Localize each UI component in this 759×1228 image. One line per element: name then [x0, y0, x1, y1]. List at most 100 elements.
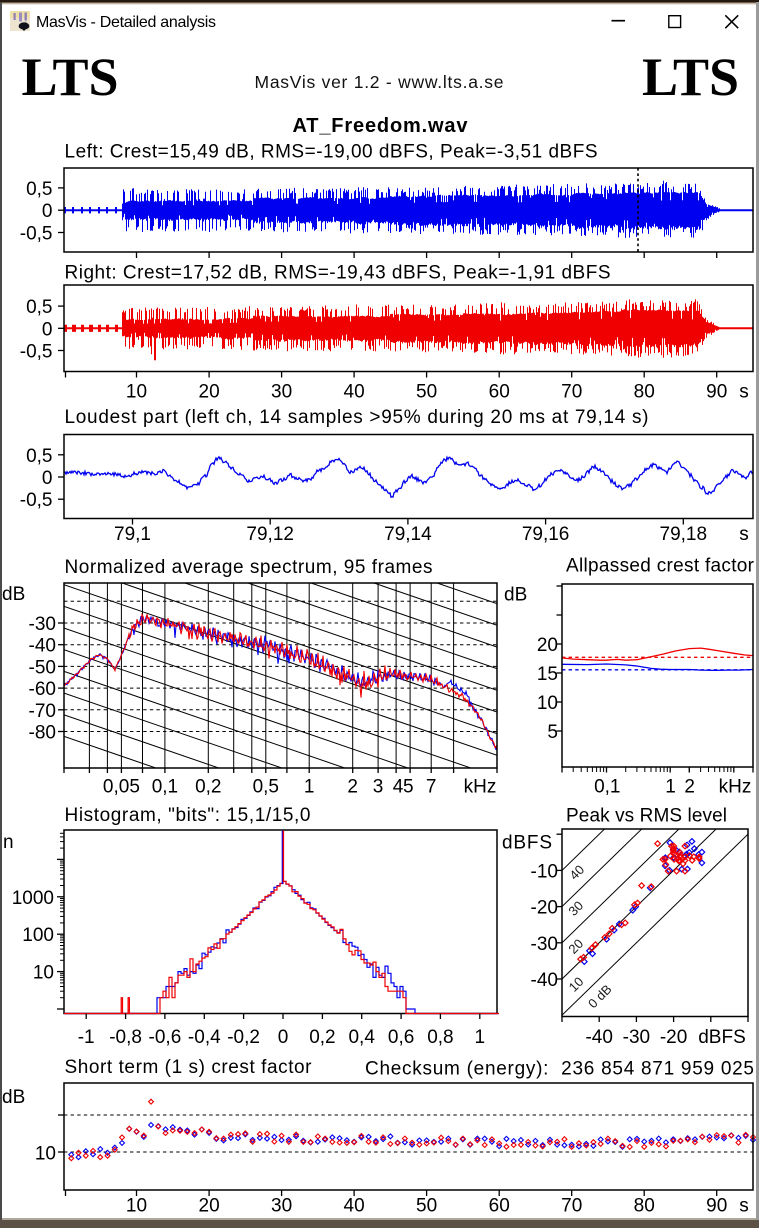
svg-text:1: 1	[665, 777, 676, 798]
svg-text:79,1: 79,1	[114, 524, 151, 545]
svg-text:90: 90	[706, 382, 727, 403]
svg-text:-40: -40	[531, 970, 558, 991]
svg-text:80: 80	[634, 1196, 655, 1217]
svg-text:Right: Crest=17,52 dB, RMS=-19: Right: Crest=17,52 dB, RMS=-19,43 dBFS, …	[65, 263, 611, 284]
svg-text:s: s	[739, 524, 749, 545]
svg-text:s: s	[739, 1196, 749, 1217]
svg-text:AT_Freedom.wav: AT_Freedom.wav	[293, 115, 469, 137]
svg-text:70: 70	[561, 382, 582, 403]
svg-text:-40: -40	[29, 636, 56, 657]
svg-text:30: 30	[271, 1196, 292, 1217]
svg-text:dB: dB	[2, 584, 25, 605]
svg-text:60: 60	[489, 1196, 510, 1217]
svg-text:-30: -30	[623, 1027, 650, 1048]
svg-text:0,6: 0,6	[388, 1027, 414, 1048]
svg-text:70: 70	[561, 1196, 582, 1217]
svg-text:0: 0	[278, 1027, 289, 1048]
svg-text:2: 2	[347, 777, 358, 798]
svg-text:0,2: 0,2	[309, 1027, 335, 1048]
svg-text:79,12: 79,12	[246, 524, 294, 545]
svg-text:5: 5	[547, 722, 558, 743]
svg-text:-20: -20	[660, 1027, 687, 1048]
svg-text:20: 20	[199, 382, 220, 403]
svg-text:10: 10	[35, 1144, 56, 1165]
svg-text:Short term (1 s) crest factor: Short term (1 s) crest factor	[65, 1057, 313, 1078]
svg-text:Normalized average spectrum, 9: Normalized average spectrum, 95 frames	[65, 557, 433, 578]
svg-text:0: 0	[42, 468, 53, 489]
svg-text:dB: dB	[504, 585, 527, 606]
svg-text:-0,6: -0,6	[149, 1027, 182, 1048]
svg-text:4: 4	[393, 777, 404, 798]
svg-text:30: 30	[271, 382, 292, 403]
svg-text:-60: -60	[29, 679, 56, 700]
svg-text:0,1: 0,1	[152, 777, 178, 798]
svg-text:-0,5: -0,5	[20, 490, 53, 511]
svg-text:40: 40	[344, 1196, 365, 1217]
svg-text:dBFS: dBFS	[502, 833, 552, 854]
svg-text:-10: -10	[531, 861, 558, 882]
svg-text:-30: -30	[29, 614, 56, 635]
svg-text:0,5: 0,5	[253, 777, 279, 798]
svg-text:-50: -50	[29, 657, 56, 678]
svg-text:5: 5	[403, 777, 414, 798]
svg-text:-0,5: -0,5	[20, 224, 53, 245]
svg-text:100: 100	[22, 925, 54, 946]
svg-text:dB: dB	[2, 1087, 25, 1108]
svg-text:-0,5: -0,5	[20, 342, 53, 363]
svg-text:kHz: kHz	[464, 777, 497, 798]
svg-text:0,5: 0,5	[26, 446, 52, 467]
svg-text:1: 1	[304, 777, 315, 798]
svg-text:-20: -20	[531, 898, 558, 919]
svg-text:kHz: kHz	[719, 777, 752, 798]
svg-text:Peak vs RMS level: Peak vs RMS level	[566, 806, 727, 827]
svg-text:-30: -30	[531, 934, 558, 955]
svg-text:50: 50	[416, 382, 437, 403]
svg-text:10: 10	[33, 963, 54, 984]
svg-text:-0,4: -0,4	[188, 1027, 221, 1048]
svg-text:10: 10	[537, 693, 558, 714]
svg-text:-40: -40	[585, 1027, 612, 1048]
svg-text:-0,2: -0,2	[227, 1027, 260, 1048]
svg-text:-1: -1	[78, 1027, 95, 1048]
svg-text:Checksum (energy): 236 854 87: Checksum (energy): 236 854 871 959 025	[365, 1059, 754, 1080]
svg-text:80: 80	[634, 382, 655, 403]
svg-text:-70: -70	[29, 701, 56, 722]
svg-text:0,8: 0,8	[427, 1027, 453, 1048]
svg-text:79,16: 79,16	[522, 524, 570, 545]
svg-text:-0,8: -0,8	[109, 1027, 142, 1048]
svg-text:60: 60	[489, 382, 510, 403]
svg-text:40: 40	[344, 382, 365, 403]
svg-text:0,05: 0,05	[103, 777, 140, 798]
svg-text:50: 50	[416, 1196, 437, 1217]
svg-text:s: s	[739, 382, 749, 403]
svg-text:90: 90	[706, 1196, 727, 1217]
svg-text:10: 10	[126, 382, 147, 403]
svg-text:10: 10	[126, 1196, 147, 1217]
svg-text:7: 7	[426, 777, 437, 798]
svg-text:79,14: 79,14	[384, 524, 432, 545]
svg-text:0: 0	[42, 201, 53, 222]
svg-text:79,18: 79,18	[660, 524, 708, 545]
svg-text:-80: -80	[29, 723, 56, 744]
svg-text:Histogram, "bits": 15,1/15,0: Histogram, "bits": 15,1/15,0	[65, 805, 311, 826]
svg-text:LTS: LTS	[22, 47, 119, 107]
svg-text:0,2: 0,2	[195, 777, 221, 798]
svg-text:15: 15	[537, 664, 558, 685]
svg-text:20: 20	[199, 1196, 220, 1217]
svg-text:0,5: 0,5	[26, 297, 52, 318]
svg-text:0,4: 0,4	[348, 1027, 375, 1048]
svg-text:0: 0	[42, 319, 53, 340]
svg-text:LTS: LTS	[642, 47, 739, 107]
svg-text:0,1: 0,1	[594, 777, 620, 798]
svg-text:n: n	[3, 832, 14, 853]
svg-text:20: 20	[537, 635, 558, 656]
svg-text:dBFS: dBFS	[698, 1027, 746, 1048]
svg-text:0,5: 0,5	[26, 179, 52, 200]
svg-text:MasVis ver 1.2 - www.lts.a.se: MasVis ver 1.2 - www.lts.a.se	[255, 72, 504, 92]
svg-text:Left: Crest=15,49 dB, RMS=-19,: Left: Crest=15,49 dB, RMS=-19,00 dBFS, P…	[65, 142, 598, 163]
svg-text:MasVis - Detailed analysis: MasVis - Detailed analysis	[36, 14, 216, 31]
svg-text:Allpassed crest factor: Allpassed crest factor	[566, 556, 755, 577]
svg-text:2: 2	[684, 777, 695, 798]
svg-text:3: 3	[373, 777, 384, 798]
svg-text:1: 1	[475, 1027, 486, 1048]
